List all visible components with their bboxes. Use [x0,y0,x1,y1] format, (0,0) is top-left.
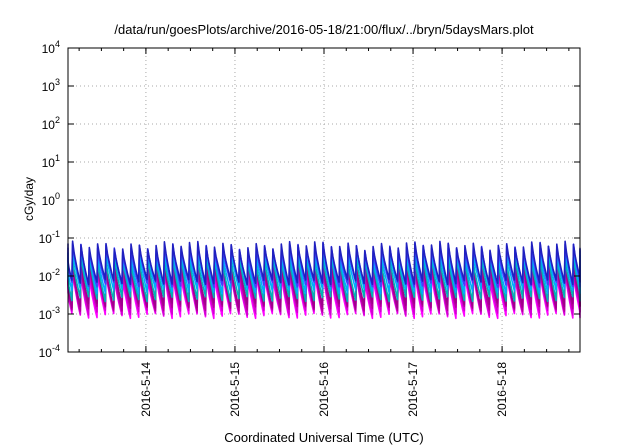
y-tick-label: 101 [42,153,60,170]
y-axis-label: cGy/day [22,177,36,221]
series-line-5 [67,253,581,303]
axis-ticks: 10-4 10-3 10-2 10-1 100 101 102 103 104 2016-5-14… [39,39,580,417]
y-tick-label: 10-1 [39,229,60,246]
y-tick-label: 104 [42,39,60,56]
x-tick-label: 2016-5-14 [139,362,153,417]
x-tick-label: 2016-5-16 [317,362,331,417]
x-tick-label: 2016-5-18 [495,362,509,417]
y-tick-label: 102 [42,115,60,132]
series-group [67,240,581,320]
x-tick-label: 2016-5-17 [406,362,420,417]
y-tick-label: 10-4 [39,343,60,360]
series-line-6 [67,246,581,295]
y-tick-label: 10-2 [39,267,60,284]
y-tick-label: 103 [42,77,60,94]
series-line-8 [67,240,581,286]
x-axis-label: Coordinated Universal Time (UTC) [224,430,423,445]
x-tick-label: 2016-5-15 [228,362,242,417]
y-tick-label: 10-3 [39,305,60,322]
y-tick-label: 100 [42,191,60,208]
chart-title: /data/run/goesPlots/archive/2016-05-18/2… [114,22,534,37]
